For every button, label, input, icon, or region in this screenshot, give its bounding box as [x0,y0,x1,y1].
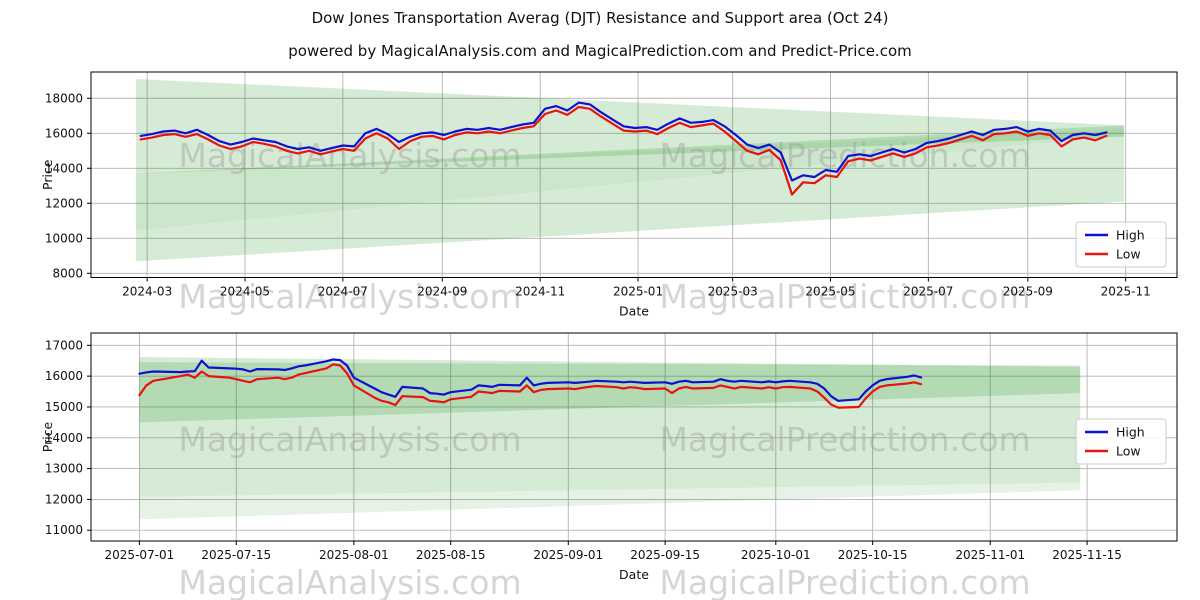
x-tick-label: 2025-07-01 [105,548,175,562]
x-tick-label: 2025-08-15 [416,548,486,562]
x-axis-label: Date [619,304,649,319]
x-tick-label: 2025-07 [903,285,953,299]
x-tick-label: 2025-03 [708,285,758,299]
y-tick-label: 16000 [45,126,83,140]
x-tick-label: 2025-11 [1101,285,1151,299]
x-tick-label: 2025-09-15 [630,548,700,562]
watermark: MagicalPrediction.com [659,136,1030,175]
y-tick-label: 13000 [45,462,83,476]
legend-label-low: Low [1116,444,1141,459]
watermark: MagicalPrediction.com [659,420,1030,459]
x-tick-label: 2025-09-01 [533,548,603,562]
y-tick-label: 17000 [45,338,83,352]
low-line [138,363,923,409]
high-line [139,101,1108,182]
resistance-area [139,357,1081,423]
figure-subtitle: powered by MagicalAnalysis.com and Magic… [288,42,912,60]
high-line [138,358,923,402]
watermark: MagicalAnalysis.com [178,563,521,600]
figure-title: Dow Jones Transportation Averag (DJT) Re… [311,9,889,27]
y-tick-label: 12000 [45,196,83,210]
y-axis-label: Price [40,159,55,190]
watermark: MagicalAnalysis.com [178,136,521,175]
x-tick-label: 2024-07 [318,285,368,299]
y-tick-label: 12000 [45,492,83,506]
x-tick-label: 2024-03 [122,285,172,299]
x-tick-label: 2025-10-15 [838,548,908,562]
legend-label-high: High [1116,425,1145,440]
x-tick-label: 2025-08-01 [319,548,389,562]
x-tick-label: 2025-11-01 [955,548,1025,562]
y-axis-label: Price [40,421,55,452]
low-line [139,105,1108,196]
x-tick-label: 2025-01 [613,285,663,299]
legend-box [1075,418,1167,465]
y-tick-label: 11000 [45,523,83,537]
x-tick-label: 2024-09 [417,285,467,299]
support-area-lower [139,482,1081,520]
legend-label-high: High [1116,228,1145,243]
x-tick-label: 2025-09 [1003,285,1053,299]
x-tick-label: 2024-05 [220,285,270,299]
legend-box [1075,221,1167,268]
watermark: MagicalAnalysis.com [178,420,521,459]
x-axis-label: Date [619,567,649,582]
plot-border [90,332,1178,542]
watermark: MagicalPrediction.com [659,277,1030,316]
watermark: MagicalAnalysis.com [178,277,521,316]
x-tick-label: 2025-07-15 [201,548,271,562]
y-tick-label: 16000 [45,369,83,383]
x-tick-label: 2025-05 [805,285,855,299]
support-area [139,362,1081,497]
y-tick-label: 8000 [52,266,83,280]
y-tick-label: 14000 [45,431,83,445]
x-tick-label: 2024-11 [515,285,565,299]
y-tick-label: 14000 [45,161,83,175]
y-tick-label: 10000 [45,231,83,245]
x-tick-label: 2025-10-01 [741,548,811,562]
y-tick-label: 18000 [45,91,83,105]
watermark: MagicalPrediction.com [659,563,1030,600]
legend-label-low: Low [1116,247,1141,262]
y-tick-label: 15000 [45,400,83,414]
x-tick-label: 2025-11-15 [1052,548,1122,562]
plot-border [90,71,1178,278]
